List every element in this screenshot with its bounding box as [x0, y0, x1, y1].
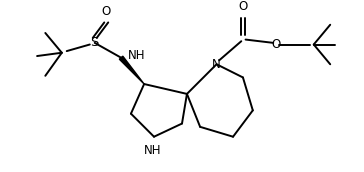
Text: S: S: [91, 36, 99, 49]
Polygon shape: [119, 56, 144, 84]
Text: NH: NH: [144, 144, 161, 157]
Text: N: N: [212, 58, 221, 71]
Text: O: O: [271, 38, 281, 51]
Text: NH: NH: [128, 49, 146, 62]
Text: O: O: [238, 0, 248, 13]
Text: O: O: [102, 5, 111, 18]
